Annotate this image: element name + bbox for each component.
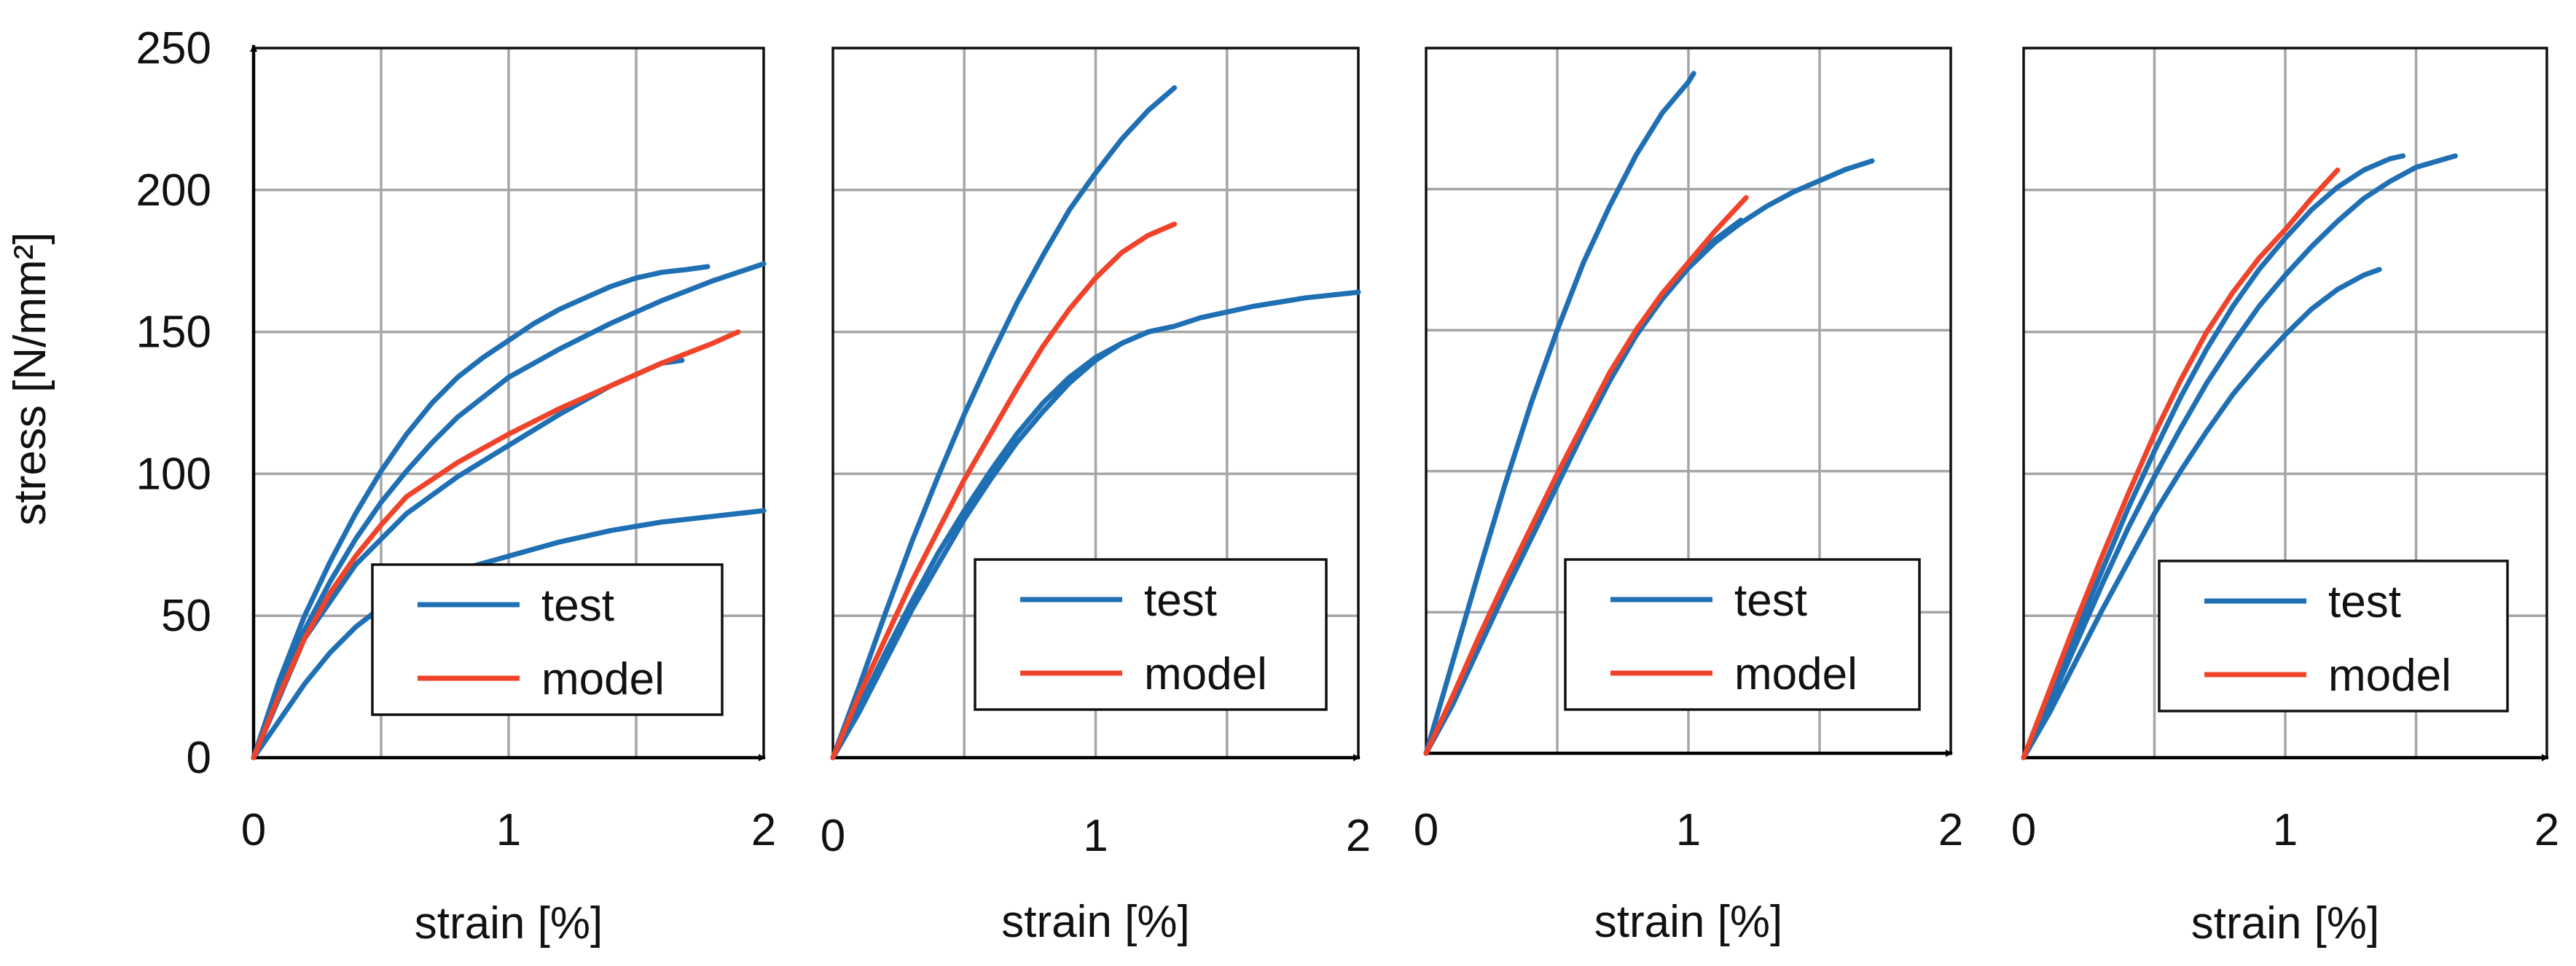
legend-box (974, 558, 1328, 711)
x-axis-title: strain [%] (1001, 897, 1189, 947)
legend-label-test: test (1734, 576, 1807, 626)
series-test-line-3 (830, 326, 1164, 761)
y-tick-label: 200 (136, 165, 211, 216)
series-model-line-5 (251, 329, 741, 761)
y-tick-label: 150 (136, 307, 211, 358)
x-tick-label: 0 (821, 811, 845, 861)
legend: test model (2158, 559, 2509, 712)
y-tick-label: 100 (136, 449, 211, 499)
legend-label-test: test (2328, 577, 2401, 627)
x-tick-label: 0 (1414, 805, 1438, 855)
series-test-line-1 (2021, 153, 2406, 761)
series-test-line-1 (1423, 71, 1696, 756)
x-tick-label: 0 (2011, 805, 2036, 855)
chart-panel-4: 0 1 2 strain [%] test model (2011, 47, 2559, 949)
chart-panel-2: 0 1 2 strain [%] test model (821, 47, 1371, 947)
legend-label-test: test (541, 581, 614, 631)
x-axis-title: strain [%] (415, 898, 603, 949)
series-test-line-2 (251, 261, 767, 761)
series-model-line-4 (2021, 168, 2341, 761)
y-tick-label: 250 (136, 23, 211, 74)
legend: test model (974, 558, 1328, 711)
x-tick-label: 2 (2534, 805, 2559, 855)
series-test-line-2 (830, 289, 1361, 761)
series-model-line-4 (830, 221, 1178, 761)
legend: test model (371, 563, 724, 716)
x-tick-label: 2 (751, 805, 776, 855)
legend-box (371, 563, 724, 716)
series-test-line-1 (251, 264, 710, 761)
y-tick-label: 0 (187, 733, 211, 783)
y-axis-title: stress [N/mm²] (5, 232, 55, 526)
x-tick-label: 1 (1083, 811, 1108, 861)
x-tick-label: 1 (1676, 805, 1701, 855)
legend-label-model: model (2328, 651, 2451, 701)
x-axis-title: strain [%] (1594, 897, 1782, 947)
x-tick-label: 1 (2273, 805, 2298, 855)
x-tick-label: 0 (241, 805, 266, 855)
chart-panel-3: 0 1 2 strain [%] test model (1414, 47, 1963, 947)
x-axis-title: strain [%] (2191, 898, 2379, 949)
legend-box (1564, 558, 1921, 711)
x-tick-label: 1 (496, 805, 521, 855)
x-tick-label: 2 (1346, 811, 1371, 861)
series-test-line-3 (2021, 267, 2382, 761)
chart-panel-1: 0 1 2 0 50 100 150 200 250 strain [%] test model (136, 23, 777, 949)
legend-label-test: test (1144, 576, 1217, 626)
legend-label-model: model (541, 654, 665, 704)
series-test-line-1 (830, 85, 1178, 761)
y-tick-label: 50 (161, 591, 211, 641)
series-model-line-4 (1423, 195, 1749, 756)
legend-box (2158, 559, 2509, 712)
legend: test model (1564, 558, 1921, 711)
legend-label-model: model (1734, 649, 1857, 699)
legend-label-model: model (1144, 649, 1267, 699)
x-tick-label: 2 (1938, 805, 1963, 855)
series-test-line-2 (2021, 153, 2458, 761)
